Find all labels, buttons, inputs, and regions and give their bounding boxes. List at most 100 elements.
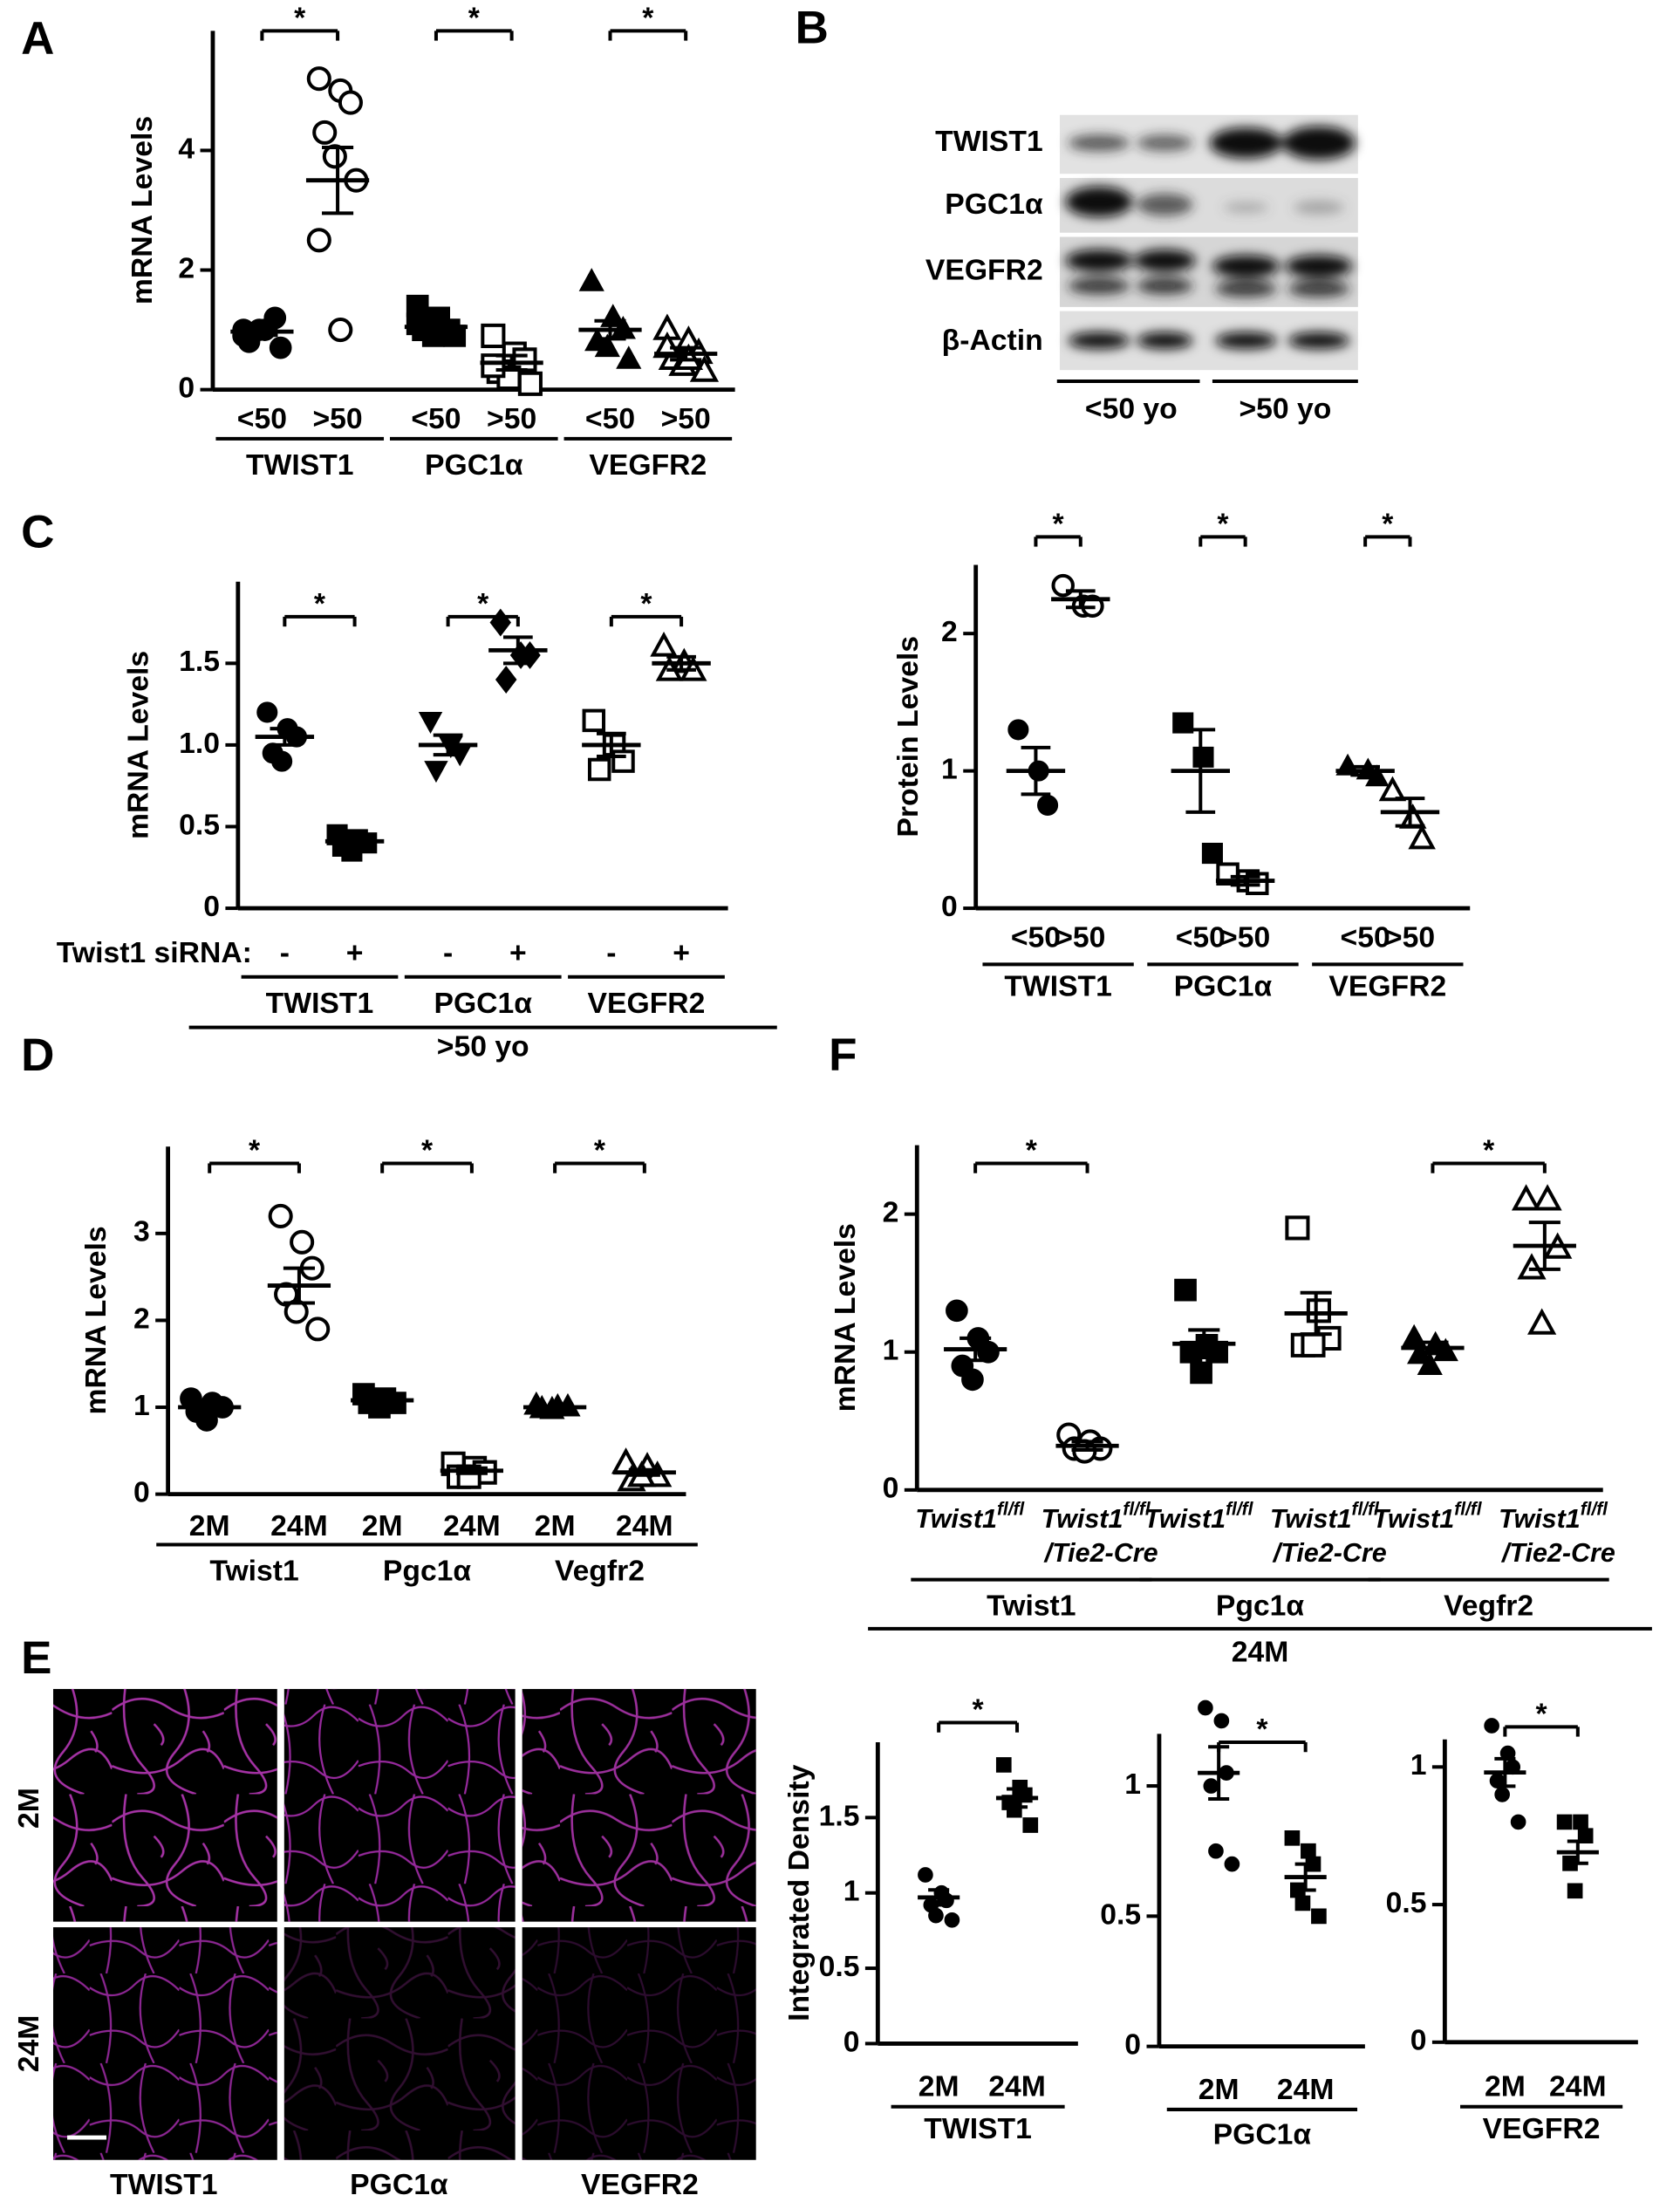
- data-point: [1301, 1332, 1326, 1358]
- x-tick-label: Twist1fl/fl: [1270, 1499, 1380, 1534]
- data-point: [1172, 712, 1194, 734]
- y-tick-label: 1: [843, 1875, 860, 1908]
- bands: [1065, 126, 1356, 350]
- x-tick-label: /Tie2-Cre: [1500, 1538, 1615, 1568]
- significance: *: [1053, 507, 1065, 540]
- group-label: TWIST1: [924, 2112, 1032, 2145]
- y-tick-label: 2: [883, 1196, 899, 1229]
- data-point: [1203, 1778, 1219, 1794]
- data-point: [271, 750, 293, 772]
- y-tick-label: 1.5: [179, 645, 220, 678]
- data-point: [517, 371, 543, 396]
- y-tick-label: 0.5: [179, 808, 220, 841]
- data-point: [195, 1409, 218, 1432]
- group-label: Twist1: [209, 1555, 298, 1588]
- category-name: Twist1: [1270, 1504, 1352, 1534]
- category-sup: fl/fl: [1352, 1499, 1380, 1519]
- data-point: [1022, 1817, 1039, 1833]
- data-point: [328, 318, 353, 343]
- y-tick-label: 2: [941, 615, 958, 648]
- category-sup: fl/fl: [1581, 1499, 1608, 1519]
- blot-group-label: <50 yo: [1085, 393, 1178, 426]
- significance: *: [1483, 1134, 1495, 1167]
- x-tick-label: 2M: [189, 1509, 230, 1542]
- y-tick-label: 0: [883, 1472, 899, 1505]
- x-tick-label: -: [443, 936, 453, 969]
- significance: *: [1536, 1697, 1548, 1730]
- data-point: [1573, 1814, 1588, 1830]
- micrograph-signal: [52, 1688, 277, 1922]
- micrograph-column-label: VEGFR2: [581, 2168, 699, 2201]
- data-point: [946, 1299, 968, 1323]
- x-tick-label: <50: [1011, 920, 1061, 954]
- micrograph-signal: [52, 1927, 277, 2160]
- data-point: [1510, 1814, 1526, 1830]
- micrograph-signal: [522, 1688, 756, 1922]
- data-point: [673, 343, 704, 371]
- category-sup: fl/fl: [997, 1499, 1025, 1519]
- x-tick-label: -: [606, 936, 616, 969]
- panel-letter: C: [21, 507, 54, 558]
- x-tick-label: <50: [1341, 920, 1390, 954]
- y-tick-label: 1.5: [819, 1799, 860, 1832]
- data-point: [290, 1229, 315, 1255]
- x-tick-label: Twist1fl/fl: [1373, 1499, 1483, 1534]
- data-point: [1213, 1713, 1230, 1729]
- significance: *: [314, 587, 326, 620]
- y-axis-label: mRNA Levels: [126, 116, 159, 304]
- blot-row-label: TWIST1: [935, 125, 1043, 158]
- data-point: [269, 336, 292, 359]
- data-point: [1006, 1802, 1022, 1818]
- group-label: Twist1: [987, 1590, 1076, 1623]
- data-point: [578, 268, 604, 291]
- data-point: [995, 1757, 1012, 1773]
- data-point: [650, 631, 678, 657]
- x-tick-label: <50: [585, 402, 635, 435]
- row-label: Twist1 siRNA:: [57, 936, 252, 969]
- group-label: Vegfr2: [1444, 1590, 1533, 1623]
- y-tick-label: 3: [133, 1215, 150, 1248]
- data-point: [1533, 1184, 1562, 1211]
- data-point: [652, 332, 682, 359]
- group-label: PGC1α: [1213, 2117, 1312, 2151]
- group-label: TWIST1: [1004, 970, 1112, 1003]
- data-point: [341, 840, 363, 862]
- data-point: [1007, 719, 1029, 741]
- data-point: [594, 333, 620, 358]
- x-tick-label: 2M: [1199, 2073, 1240, 2106]
- data-point: [1417, 1351, 1443, 1375]
- category-name: Twist1: [1373, 1504, 1455, 1534]
- group-label: Pgc1α: [383, 1555, 472, 1588]
- y-tick-label: 1: [133, 1389, 150, 1422]
- y-tick-label: 4: [178, 132, 195, 165]
- data-point: [1527, 1308, 1557, 1335]
- x-tick-label: 24M: [1549, 2070, 1607, 2103]
- y-tick-label: 1: [1124, 1768, 1141, 1801]
- category-sup: fl/fl: [1123, 1499, 1151, 1519]
- x-tick-label: +: [509, 936, 527, 969]
- data-point: [582, 708, 606, 733]
- x-tick-label: >50: [1385, 920, 1435, 954]
- category-sup: fl/fl: [1454, 1499, 1482, 1519]
- data-point: [1284, 1829, 1301, 1846]
- micrograph-grid: [52, 1688, 756, 2160]
- data-point: [268, 1203, 293, 1228]
- group-label: VEGFR2: [1328, 970, 1446, 1003]
- data-point: [418, 712, 443, 734]
- significance: *: [1026, 1134, 1038, 1167]
- x-tick-label: Twist1fl/fl: [915, 1499, 1025, 1534]
- micrograph-signal: [283, 1688, 516, 1922]
- data-point: [495, 666, 517, 694]
- category-name: Twist1: [1499, 1504, 1581, 1534]
- y-tick-label: 0.5: [1100, 1898, 1141, 1931]
- data-point: [481, 323, 506, 348]
- y-tick-label: 2: [178, 251, 195, 284]
- group-label: TWIST1: [246, 448, 354, 482]
- y-tick-label: 0.5: [1386, 1886, 1427, 1919]
- data-point: [1494, 1787, 1510, 1802]
- data-point: [256, 701, 278, 723]
- x-tick-label: 2M: [1485, 2070, 1526, 2103]
- data-point: [1190, 1361, 1212, 1385]
- x-tick-label: >50: [1220, 920, 1270, 954]
